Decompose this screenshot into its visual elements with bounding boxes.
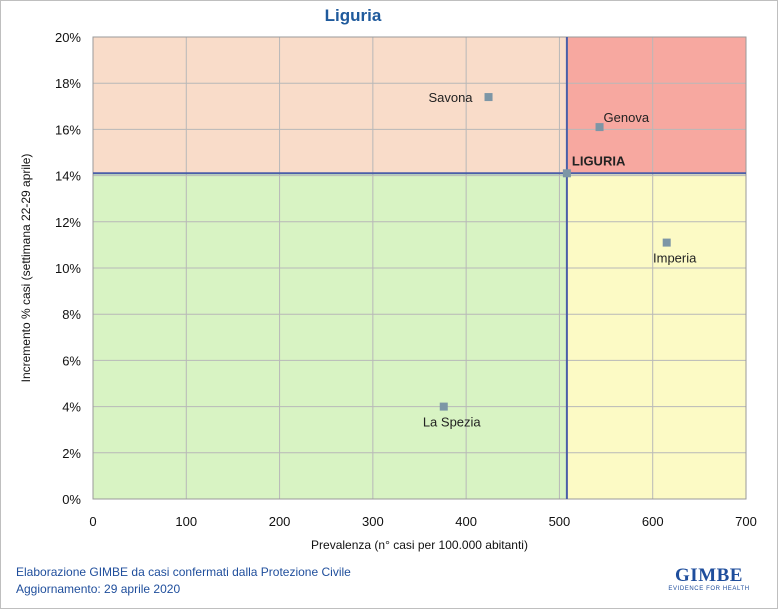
data-point [439, 402, 448, 411]
x-tick-label: 600 [642, 514, 664, 529]
point-label: Savona [428, 90, 473, 105]
x-axis-label: Prevalenza (n° casi per 100.000 abitanti… [311, 538, 528, 552]
y-tick-label: 6% [62, 353, 81, 368]
footer-source: Elaborazione GIMBE da casi confermati da… [16, 565, 351, 579]
logo-name: GIMBE [675, 565, 743, 586]
y-tick-label: 20% [55, 30, 81, 45]
y-axis-label: Incremento % casi (settimana 22-29 april… [19, 153, 33, 383]
y-tick-label: 18% [55, 76, 81, 91]
y-tick-label: 4% [62, 400, 81, 415]
y-tick-label: 10% [55, 261, 81, 276]
y-tick-label: 14% [55, 169, 81, 184]
point-label: Imperia [653, 251, 697, 266]
x-tick-label: 0 [89, 514, 96, 529]
y-tick-label: 0% [62, 492, 81, 507]
y-tick-label: 16% [55, 122, 81, 137]
data-point [562, 169, 571, 178]
plot-border [92, 36, 747, 500]
quadrant-top-left [93, 37, 567, 174]
logo-tagline: EVIDENCE FOR HEALTH [668, 586, 750, 592]
footer: Elaborazione GIMBE da casi confermati da… [16, 564, 351, 598]
data-point [595, 123, 604, 132]
x-tick-label: 200 [269, 514, 291, 529]
x-tick-label: 400 [455, 514, 477, 529]
x-tick-label: 500 [549, 514, 571, 529]
point-label: La Spezia [423, 415, 482, 430]
y-tick-label: 8% [62, 307, 81, 322]
point-label: Genova [604, 110, 650, 125]
footer-update: Aggiornamento: 29 aprile 2020 [16, 582, 181, 596]
x-tick-label: 700 [735, 514, 757, 529]
gimbe-logo: GIMBE EVIDENCE FOR HEALTH [664, 566, 754, 592]
data-point [484, 93, 493, 102]
point-label: LIGURIA [572, 153, 626, 168]
data-point [662, 238, 671, 247]
quadrant-bottom-right [566, 173, 746, 500]
x-tick-label: 100 [175, 514, 197, 529]
x-tick-label: 300 [362, 514, 384, 529]
y-tick-label: 2% [62, 446, 81, 461]
y-tick-label: 12% [55, 215, 81, 230]
chart-title: Liguria [324, 6, 382, 25]
quadrant-bottom-left [93, 173, 567, 500]
quadrant-top-right [566, 37, 746, 174]
